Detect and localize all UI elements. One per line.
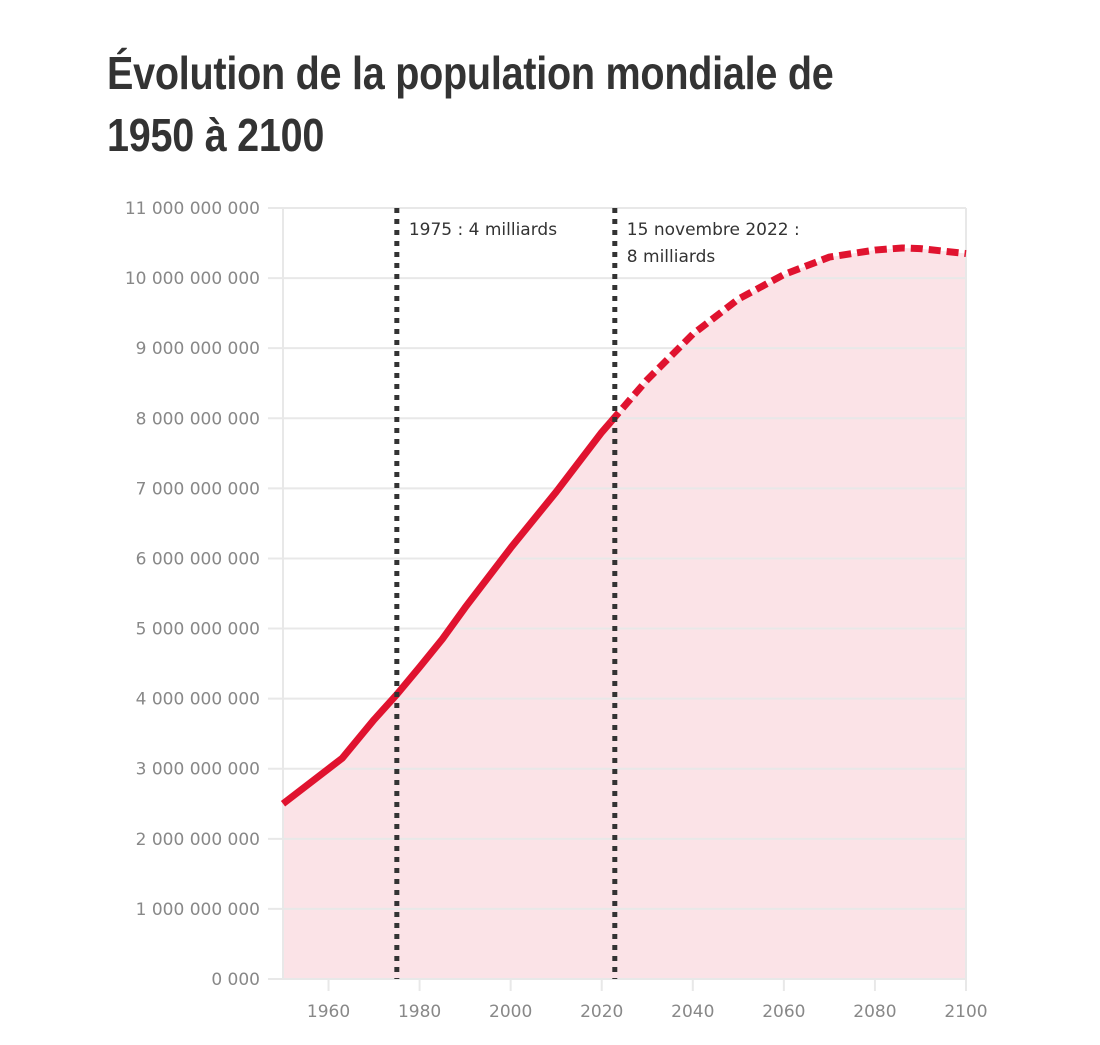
population-line-solid [280,419,614,807]
y-tick-label: 11 000 000 000 [125,199,260,219]
annotation-label: 15 novembre 2022 : [627,220,800,240]
y-tick-label: 2 000 000 000 [136,830,260,850]
y-tick-label: 1 000 000 000 [136,900,260,920]
y-tick-label: 8 000 000 000 [136,409,260,429]
y-tick-label: 5 000 000 000 [136,620,260,640]
x-tick-label: 1960 [307,1002,350,1022]
y-tick-label: 6 000 000 000 [136,549,260,569]
y-tick-label: 9 000 000 000 [136,339,260,359]
area-fill [283,247,966,980]
population-line-dashed [608,244,967,425]
y-tick-label: 4 000 000 000 [136,690,260,710]
y-tick-label: 7 000 000 000 [136,479,260,499]
annotation-label: 8 milliards [627,247,716,267]
x-tick-label: 2080 [853,1002,896,1022]
x-tick-label: 1980 [398,1002,441,1022]
annotation-label: 1975 : 4 milliards [409,220,557,240]
y-tick-label: 3 000 000 000 [136,760,260,780]
x-tick-label: 2020 [580,1002,623,1022]
x-tick-label: 2040 [671,1002,714,1022]
y-tick-label: 0 000 [211,970,260,990]
x-tick-label: 2100 [944,1002,987,1022]
y-tick-label: 10 000 000 000 [125,269,260,289]
chart-title: Évolution de la population mondiale de 1… [107,47,834,161]
x-tick-label: 2000 [489,1002,532,1022]
x-tick-label: 2060 [762,1002,805,1022]
